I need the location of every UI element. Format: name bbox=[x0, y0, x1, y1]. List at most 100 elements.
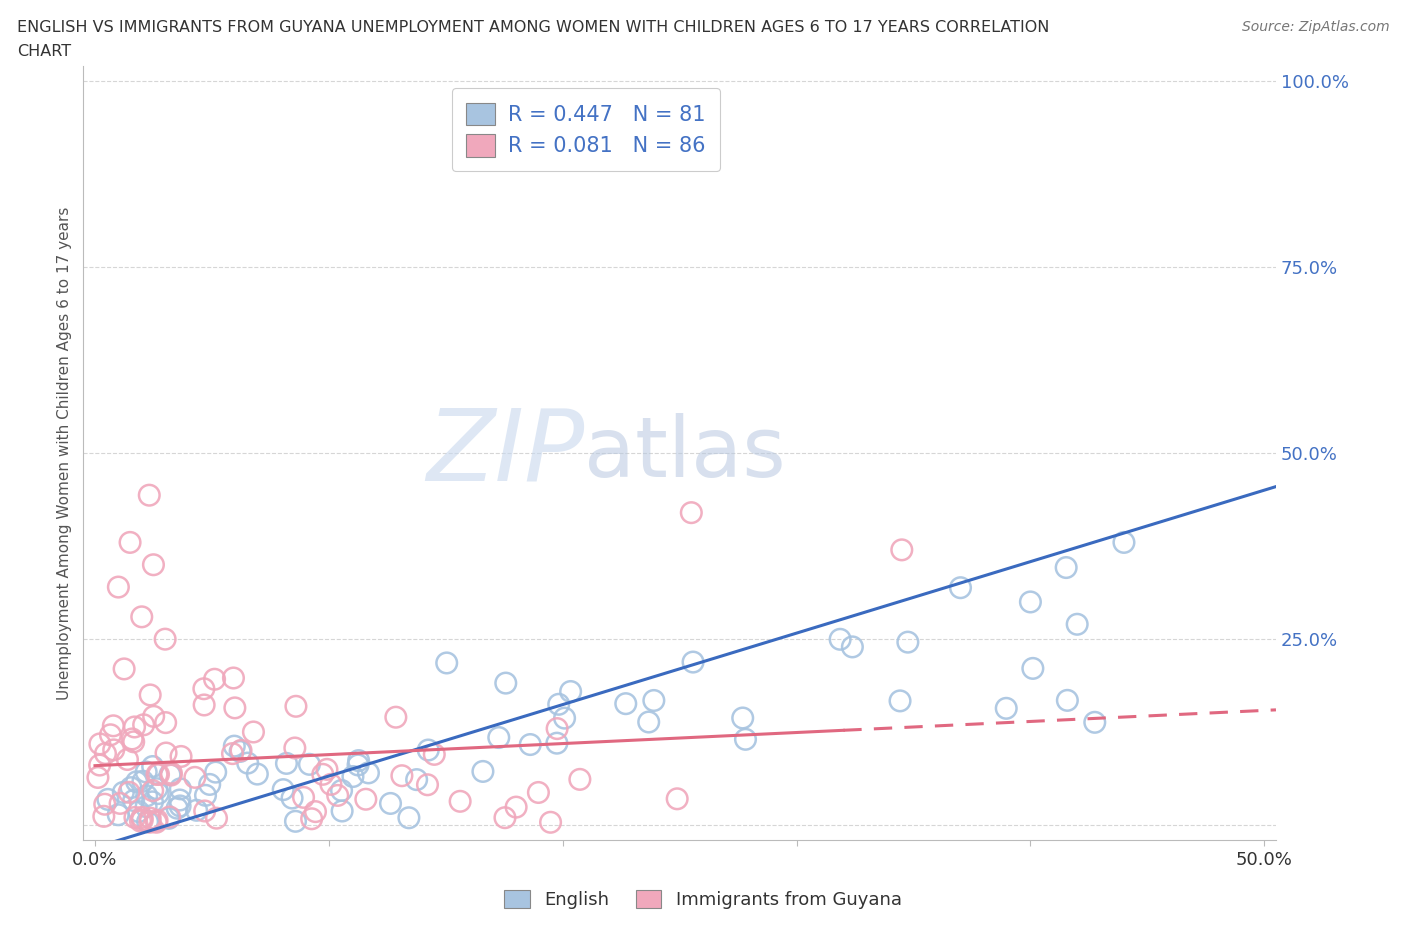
Text: atlas: atlas bbox=[585, 413, 786, 494]
Point bbox=[132, 774, 155, 789]
Point bbox=[284, 814, 307, 829]
Point bbox=[554, 711, 576, 725]
Point bbox=[889, 694, 911, 709]
Legend: English, Immigrants from Guyana: English, Immigrants from Guyana bbox=[496, 883, 910, 916]
Point bbox=[89, 758, 111, 773]
Point bbox=[1054, 560, 1077, 575]
Point bbox=[560, 684, 582, 699]
Point bbox=[897, 634, 920, 649]
Point bbox=[391, 768, 413, 783]
Point bbox=[125, 775, 148, 790]
Point bbox=[830, 631, 852, 646]
Point bbox=[128, 804, 150, 819]
Point bbox=[142, 759, 165, 774]
Point bbox=[124, 720, 146, 735]
Point bbox=[155, 715, 177, 730]
Point bbox=[418, 742, 440, 757]
Point bbox=[122, 735, 145, 750]
Point bbox=[312, 767, 335, 782]
Point bbox=[1019, 594, 1042, 609]
Point bbox=[193, 682, 215, 697]
Point bbox=[546, 721, 568, 736]
Point bbox=[194, 788, 217, 803]
Point bbox=[122, 793, 145, 808]
Point bbox=[139, 687, 162, 702]
Point bbox=[103, 742, 125, 757]
Point bbox=[186, 803, 208, 817]
Point bbox=[614, 697, 637, 711]
Point bbox=[169, 792, 191, 807]
Point bbox=[682, 655, 704, 670]
Point bbox=[170, 749, 193, 764]
Point bbox=[298, 757, 321, 772]
Point bbox=[546, 736, 568, 751]
Point bbox=[1022, 661, 1045, 676]
Point bbox=[135, 789, 157, 804]
Point bbox=[139, 811, 162, 826]
Point bbox=[142, 557, 165, 572]
Point bbox=[117, 752, 139, 767]
Point bbox=[494, 810, 516, 825]
Point bbox=[204, 764, 226, 779]
Point bbox=[1066, 617, 1088, 631]
Point bbox=[112, 661, 135, 676]
Point bbox=[148, 767, 170, 782]
Point bbox=[423, 747, 446, 762]
Text: Source: ZipAtlas.com: Source: ZipAtlas.com bbox=[1241, 20, 1389, 34]
Point bbox=[416, 777, 439, 792]
Point bbox=[281, 790, 304, 805]
Point bbox=[159, 767, 181, 782]
Point bbox=[141, 794, 163, 809]
Point bbox=[488, 730, 510, 745]
Point bbox=[135, 764, 157, 779]
Point bbox=[129, 814, 152, 829]
Point bbox=[205, 811, 228, 826]
Point bbox=[169, 781, 191, 796]
Point bbox=[224, 700, 246, 715]
Point bbox=[246, 766, 269, 781]
Point bbox=[94, 746, 117, 761]
Point bbox=[505, 800, 527, 815]
Point bbox=[568, 772, 591, 787]
Point bbox=[326, 788, 349, 803]
Point bbox=[221, 746, 243, 761]
Point bbox=[194, 804, 217, 818]
Legend: R = 0.447   N = 81, R = 0.081   N = 86: R = 0.447 N = 81, R = 0.081 N = 86 bbox=[451, 88, 720, 171]
Point bbox=[148, 786, 170, 801]
Text: ZIP: ZIP bbox=[426, 405, 585, 501]
Point bbox=[471, 764, 494, 778]
Point bbox=[112, 785, 135, 800]
Point bbox=[87, 770, 110, 785]
Point bbox=[120, 535, 142, 550]
Point bbox=[319, 777, 342, 791]
Point bbox=[1112, 535, 1135, 550]
Point bbox=[100, 727, 122, 742]
Point bbox=[135, 799, 157, 814]
Point bbox=[146, 767, 169, 782]
Point bbox=[995, 701, 1018, 716]
Point bbox=[841, 640, 863, 655]
Point bbox=[121, 732, 143, 747]
Point bbox=[666, 791, 689, 806]
Point bbox=[284, 698, 307, 713]
Point bbox=[890, 542, 912, 557]
Point bbox=[97, 792, 120, 807]
Point bbox=[398, 810, 420, 825]
Point bbox=[120, 780, 142, 795]
Point bbox=[198, 777, 221, 791]
Point bbox=[330, 783, 353, 798]
Point bbox=[166, 801, 188, 816]
Point bbox=[271, 782, 294, 797]
Point bbox=[160, 765, 183, 780]
Point bbox=[347, 758, 370, 773]
Point bbox=[93, 797, 115, 812]
Point bbox=[204, 671, 226, 686]
Point bbox=[153, 631, 176, 646]
Point bbox=[124, 810, 146, 825]
Point bbox=[405, 772, 427, 787]
Point bbox=[347, 753, 370, 768]
Point bbox=[193, 698, 215, 712]
Point bbox=[138, 487, 160, 502]
Point bbox=[169, 799, 191, 814]
Point bbox=[229, 744, 252, 759]
